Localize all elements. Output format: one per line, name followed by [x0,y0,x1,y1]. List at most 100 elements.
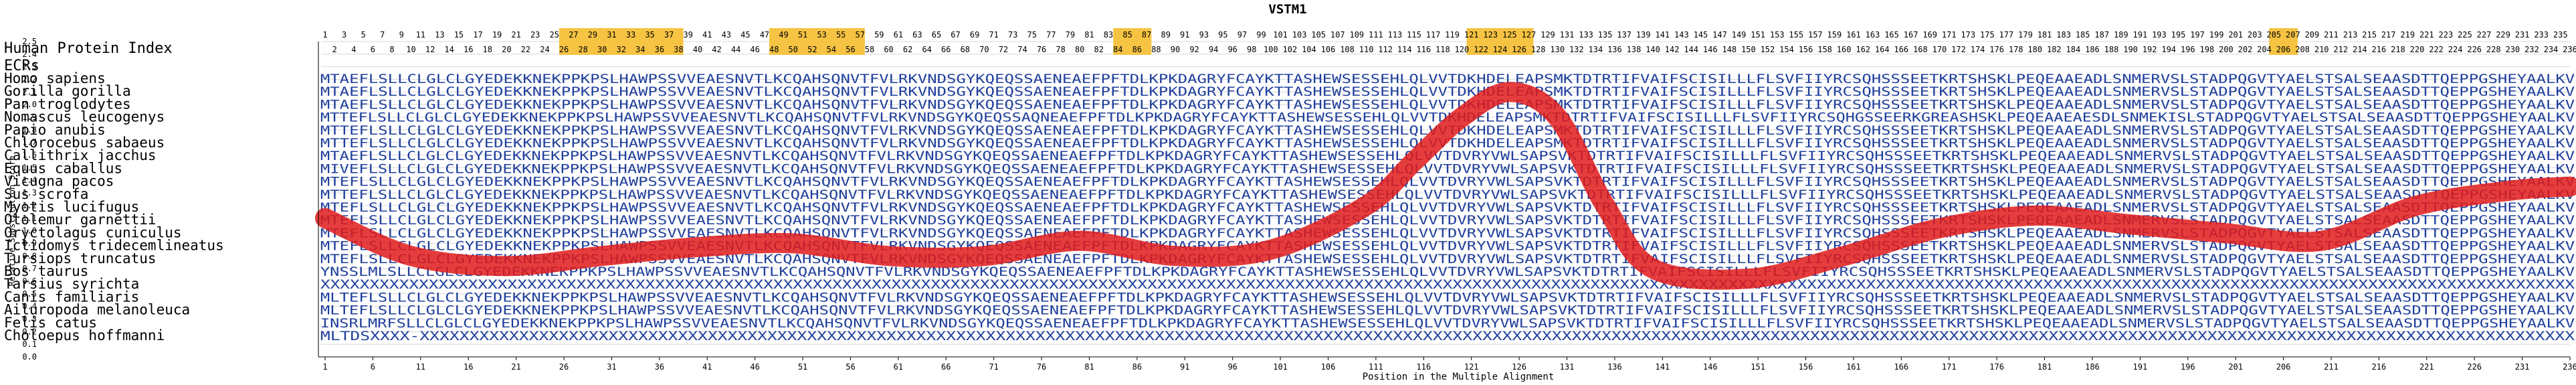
index-number: 36 [655,45,664,54]
index-number: 61 [894,30,903,40]
index-number: 55 [836,30,846,40]
sequence-row: MTAEFLSLLCLGLCLGYEDEKKNEKPPKPSLHAWPSSVVE… [320,97,2575,112]
index-number: 1 [322,30,327,40]
species-label: Gorilla gorilla [4,83,131,99]
x-tick-label: 216 [2372,362,2387,372]
species-label: Bos taurus [4,263,88,279]
sequence-row: MTTEFLSLLCLGLCLGYEDEKKNEKPPKPSLHAWPSSVVE… [320,136,2575,151]
index-number: 221 [2419,30,2434,40]
x-tick-label: 51 [798,362,807,372]
index-number: 90 [1171,45,1180,54]
index-number: 133 [1579,30,1593,40]
index-number: 68 [961,45,970,54]
index-number: 178 [2009,45,2023,54]
index-number: 171 [1942,30,1957,40]
index-number: 11 [416,30,425,40]
index-number: 195 [2171,30,2186,40]
x-tick-label: 201 [2228,362,2243,372]
index-number: 168 [1913,45,1928,54]
index-number: 45 [740,30,750,40]
index-number: 208 [2295,45,2310,54]
index-number: 161 [1846,30,1861,40]
x-tick-label: 36 [655,362,664,372]
y-tick-label: 0.1 [22,339,37,349]
y-tick-label: 2.0 [22,100,37,109]
index-number: 122 [1474,45,1488,54]
index-number: 98 [1247,45,1256,54]
y-tick-label: 0.9 [22,238,37,248]
index-number: 72 [999,45,1008,54]
index-number: 137 [1617,30,1631,40]
index-number: 15 [454,30,464,40]
x-tick-label: 106 [1321,362,1336,372]
x-tick-label: 186 [2085,362,2100,372]
index-number: 10 [406,45,415,54]
index-number: 104 [1302,45,1316,54]
index-number: 71 [989,30,998,40]
index-number: 114 [1397,45,1412,54]
index-number: 146 [1703,45,1718,54]
index-number: 54 [827,45,836,54]
x-tick-label: 31 [607,362,616,372]
index-number: 148 [1722,45,1737,54]
index-number: 28 [578,45,587,54]
x-tick-label: 191 [2133,362,2148,372]
index-number: 49 [779,30,788,40]
y-tick-label: 1.9 [22,112,37,122]
index-number: 198 [2199,45,2214,54]
sequence-row: MLTEFLSLLCLGLCLGYEDEKKNEKPPKPSLHAWPSSVVE… [320,290,2575,305]
species-label: Vicugna pacos [4,173,114,189]
index-number: 8 [389,45,394,54]
index-number: 159 [1827,30,1842,40]
index-number: 228 [2486,45,2501,54]
index-number: 93 [1199,30,1209,40]
index-number: 170 [1933,45,1947,54]
index-number: 101 [1273,30,1288,40]
index-number: 27 [569,30,578,40]
index-number: 64 [922,45,931,54]
index-number: 216 [2372,45,2387,54]
index-number: 25 [550,30,559,40]
index-number: 108 [1340,45,1355,54]
index-number: 199 [2209,30,2224,40]
index-number: 38 [674,45,683,54]
substitution-curve [315,82,2576,290]
index-number: 192 [2143,45,2157,54]
y-tick-label: 0.0 [22,352,37,362]
x-tick-label: 46 [750,362,759,372]
index-number: 235 [2553,30,2568,40]
x-tick-label: 16 [464,362,473,372]
index-number: 172 [1951,45,1966,54]
y-tick-label: 0.2 [22,327,37,336]
y-tick-label: 1.2 [22,201,37,210]
x-tick-label: 236 [2563,362,2576,372]
x-tick-label: 116 [1416,362,1431,372]
index-number: 13 [435,30,444,40]
index-number: 52 [807,45,817,54]
index-number: 78 [1056,45,1065,54]
species-label: Nomascus leucogenys [4,109,165,125]
index-number: 102 [1283,45,1298,54]
x-tick-label: 91 [1180,362,1189,372]
index-number: 76 [1037,45,1046,54]
index-number: 184 [2066,45,2081,54]
y-tick-label: 1.7 [22,138,37,147]
index-number: 116 [1416,45,1431,54]
ecr-highlights [559,28,2298,55]
x-tick-label: 126 [1512,362,1526,372]
x-tick-label: 151 [1751,362,1765,372]
x-tick-label: 156 [1799,362,1813,372]
index-number: 203 [2248,30,2262,40]
ecr-range-3 [1466,28,1534,55]
index-number: 222 [2429,45,2444,54]
index-number: 157 [1808,30,1823,40]
index-number: 35 [645,30,654,40]
index-number: 141 [1655,30,1670,40]
index-number: 190 [2123,45,2138,54]
index-number: 173 [1961,30,1975,40]
index-number: 50 [789,45,798,54]
y-tick-label: 2.3 [22,62,37,72]
index-number: 57 [856,30,865,40]
alignment-sequences: MTAEFLSLLCLGLCLGYEDEKKNEKPPKPSLHAWPSSVVE… [320,72,2575,343]
y-tick-label: 1.4 [22,175,37,185]
